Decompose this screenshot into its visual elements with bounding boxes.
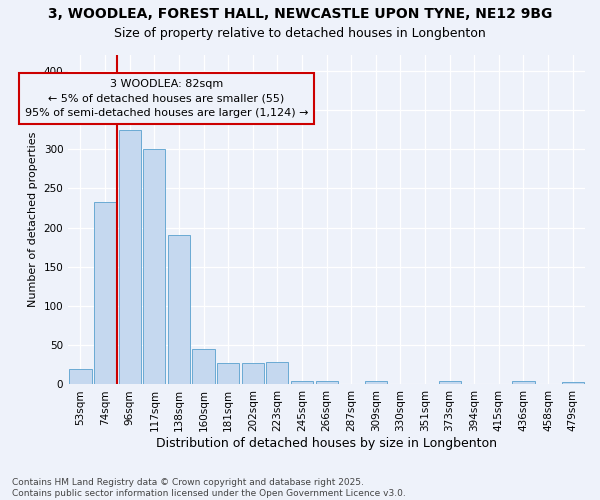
Bar bbox=[291, 380, 313, 384]
Y-axis label: Number of detached properties: Number of detached properties bbox=[28, 132, 38, 308]
Text: Contains HM Land Registry data © Crown copyright and database right 2025.
Contai: Contains HM Land Registry data © Crown c… bbox=[12, 478, 406, 498]
Bar bbox=[70, 369, 92, 384]
Bar bbox=[168, 236, 190, 384]
Text: Size of property relative to detached houses in Longbenton: Size of property relative to detached ho… bbox=[114, 28, 486, 40]
Text: 3, WOODLEA, FOREST HALL, NEWCASTLE UPON TYNE, NE12 9BG: 3, WOODLEA, FOREST HALL, NEWCASTLE UPON … bbox=[48, 8, 552, 22]
Bar bbox=[266, 362, 289, 384]
Text: 3 WOODLEA: 82sqm
← 5% of detached houses are smaller (55)
95% of semi-detached h: 3 WOODLEA: 82sqm ← 5% of detached houses… bbox=[25, 78, 308, 118]
Bar bbox=[562, 382, 584, 384]
X-axis label: Distribution of detached houses by size in Longbenton: Distribution of detached houses by size … bbox=[156, 437, 497, 450]
Bar bbox=[365, 380, 387, 384]
Bar bbox=[193, 349, 215, 384]
Bar bbox=[143, 149, 166, 384]
Bar bbox=[217, 364, 239, 384]
Bar bbox=[94, 202, 116, 384]
Bar bbox=[119, 130, 141, 384]
Bar bbox=[316, 380, 338, 384]
Bar bbox=[439, 380, 461, 384]
Bar bbox=[512, 380, 535, 384]
Bar bbox=[242, 364, 264, 384]
